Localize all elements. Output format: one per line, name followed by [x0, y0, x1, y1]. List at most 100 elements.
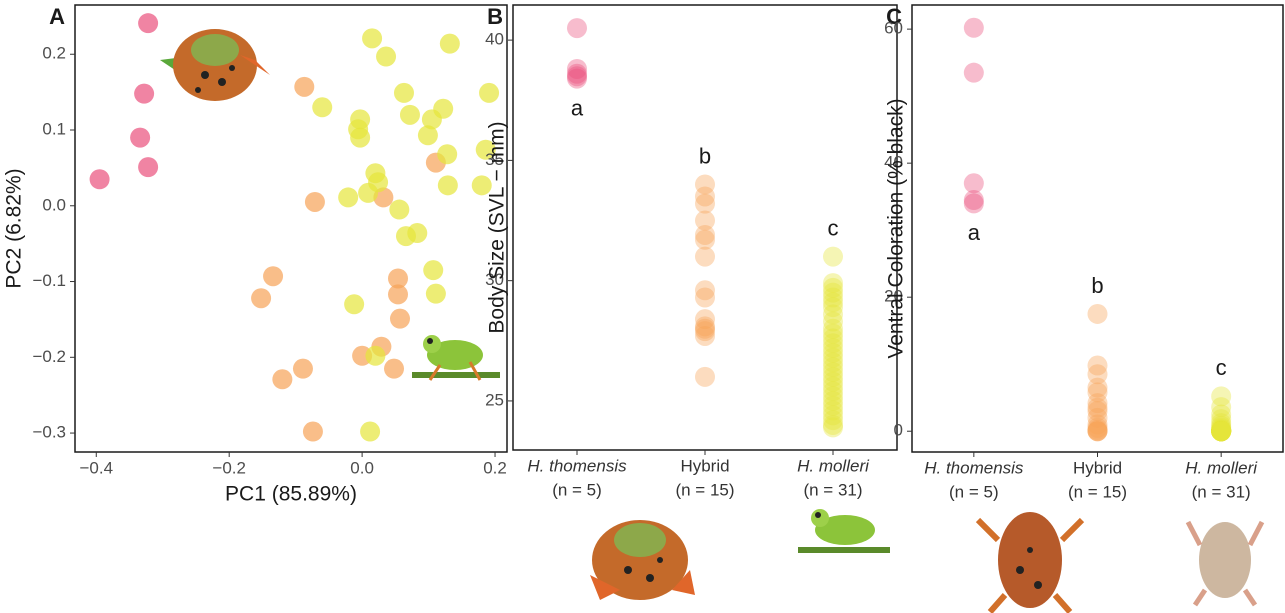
point [421, 109, 442, 130]
point [1211, 421, 1232, 442]
point [1211, 421, 1232, 442]
point [567, 68, 587, 89]
point [272, 369, 293, 390]
point [823, 410, 843, 431]
point [1211, 421, 1232, 442]
point [1211, 421, 1232, 442]
point [695, 366, 715, 387]
panel-label: C [886, 4, 902, 29]
point [823, 381, 843, 402]
point [358, 182, 379, 203]
point [1087, 419, 1108, 440]
point [823, 342, 843, 363]
point [1087, 377, 1108, 398]
point [823, 362, 843, 383]
point [1087, 397, 1108, 418]
point [437, 175, 458, 196]
point [823, 323, 843, 344]
y-tick-label: 0.2 [42, 44, 66, 63]
y-tick-label: 40 [884, 153, 903, 172]
point [1211, 421, 1232, 442]
point [1211, 420, 1232, 441]
y-tick-label: −0.3 [32, 423, 66, 442]
point [294, 76, 315, 97]
point [389, 308, 410, 329]
point [963, 62, 984, 83]
point [1211, 417, 1232, 438]
point [823, 395, 843, 416]
point [1211, 419, 1232, 440]
point [1211, 421, 1232, 442]
frog-icon-thomensis-ventral [975, 512, 1085, 613]
y-tick-label: 60 [884, 19, 903, 38]
point [263, 266, 284, 287]
point [1087, 421, 1108, 442]
point [373, 187, 394, 208]
point [695, 321, 715, 342]
point [437, 144, 458, 165]
y-tick-label: 0.1 [42, 119, 66, 138]
point [823, 287, 843, 308]
point [1211, 421, 1232, 442]
x-tick-label: 0.2 [483, 458, 507, 477]
point [312, 97, 333, 118]
point [1087, 382, 1108, 403]
point [1087, 407, 1108, 428]
point [362, 28, 383, 49]
point [1087, 417, 1108, 438]
point [823, 386, 843, 407]
point [567, 66, 587, 87]
point [1211, 421, 1232, 442]
point [695, 186, 715, 207]
point [695, 246, 715, 267]
point [1211, 397, 1232, 418]
x-tick-label: Hybrid [1073, 458, 1122, 477]
point [479, 82, 500, 103]
point [1211, 421, 1232, 442]
point [695, 325, 715, 346]
point [963, 17, 984, 38]
point [823, 304, 843, 325]
y-tick-label: 35 [485, 150, 504, 169]
point [963, 193, 984, 214]
point [1211, 421, 1232, 442]
group-letter: a [968, 220, 981, 245]
point [1211, 421, 1232, 442]
point [1087, 401, 1108, 422]
point [395, 226, 416, 247]
point [1211, 421, 1232, 442]
point [1211, 421, 1232, 442]
point [695, 318, 715, 339]
point [823, 277, 843, 298]
y-tick-label: 25 [485, 390, 504, 409]
point [1211, 419, 1232, 440]
point [823, 311, 843, 332]
y-axis-title: Body Size (SVL − mm) [486, 121, 509, 333]
point [823, 376, 843, 397]
group-letter: a [571, 95, 584, 120]
point [695, 224, 715, 245]
point [823, 390, 843, 411]
point [695, 174, 715, 195]
y-axis-title: PC2 (6.82%) [3, 168, 26, 288]
panel-label: B [487, 4, 503, 29]
point [1211, 421, 1232, 442]
y-tick-label: −0.2 [32, 347, 66, 366]
sample-size: (n = 5) [552, 480, 602, 499]
point [350, 127, 371, 148]
point [365, 345, 386, 366]
point [304, 191, 325, 212]
sample-size: (n = 15) [1068, 482, 1127, 501]
point [1211, 404, 1232, 425]
point [338, 187, 359, 208]
plot-frame [74, 4, 508, 453]
point [1211, 421, 1232, 442]
x-tick-label: H. molleri [797, 456, 870, 475]
point [823, 297, 843, 318]
frog-icon-molleri [412, 335, 500, 381]
point [823, 371, 843, 392]
point [567, 63, 587, 84]
point [823, 366, 843, 387]
point [1087, 421, 1108, 442]
